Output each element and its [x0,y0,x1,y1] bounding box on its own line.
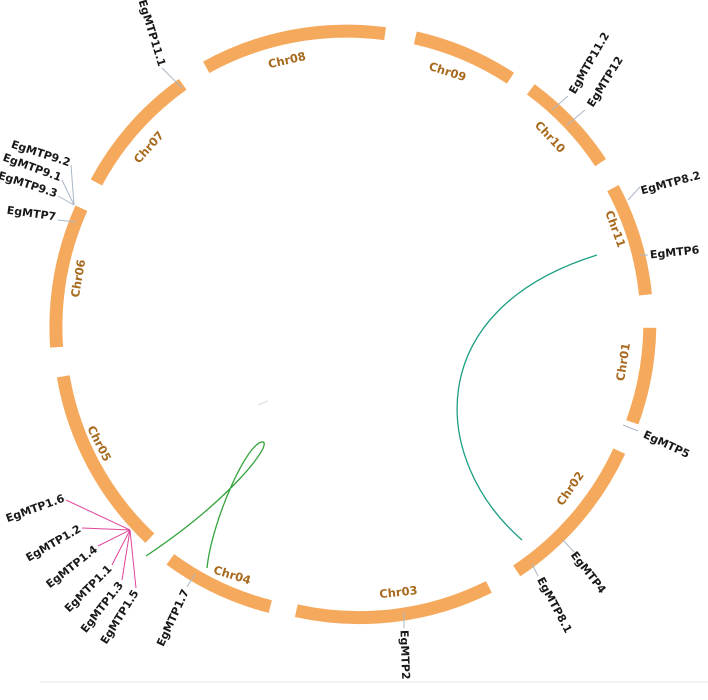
chromosome-label-chr09: Chr09 [427,59,468,84]
chromosome-arc-chr08 [203,24,386,73]
gene-label-mtp8-1: EgMTP8.1 [534,575,574,635]
chromosome-labels: Chr08 Chr09 Chr10 Chr11 Chr01 Chr02 Chr0… [68,49,633,601]
tandem-link-mtp1-4 [97,529,131,547]
gene-tick-mtp9-1 [61,179,75,206]
gene-label-mtp4: EgMTP4 [568,549,609,596]
gene-label-mtp2: EgMTP2 [398,630,413,680]
chromosome-arc-chr05 [56,375,155,543]
tandem-link-mtp1-5 [129,529,137,589]
tandem-link-mtp1-2 [81,527,131,531]
faint-mark [257,400,269,406]
gene-ticks [57,67,648,628]
tandem-link-mtp1-1 [111,529,131,566]
tandem-link-mtp1-3 [121,529,131,581]
gene-tick-mtp11-2 [551,95,569,111]
chromosome-arc-chr11 [607,185,652,296]
gene-tick-mtp5 [622,424,639,432]
chromosome-label-chr03: Chr03 [379,583,419,601]
gene-label-mtp5: EgMTP5 [641,428,691,461]
gene-tick-mtp1-7 [186,573,196,588]
duplication-links [145,254,598,569]
chromosome-arc-chr07 [90,79,187,186]
chromosome-arc-chr04 [166,554,272,613]
chromosome-arc-chr09 [413,31,515,84]
chromosome-label-chr01: Chr01 [613,342,633,382]
gene-label-mtp11-1: EgMTP11.1 [136,0,169,68]
gene-label-mtp1-7: EgMTP1.7 [154,587,192,648]
chromosome-arc-chr03 [294,581,492,624]
tandem-links-mtp1 [65,499,137,589]
gene-tick-mtp12 [566,109,586,126]
gene-tick-mtp9-2 [70,164,75,206]
gene-tick-mtp7 [57,219,77,223]
gene-tick-mtp8-2 [627,186,641,201]
gene-label-mtp7: EgMTP7 [6,204,57,224]
tandem-link-mtp1-6 [65,499,131,531]
gene-tick-mtp8-1 [531,563,539,577]
gene-tick-mtp11-1 [161,67,183,89]
segmental-link-chr05-chr04 [145,441,265,569]
gene-labels: EgMTP11.1 EgMTP11.2 EgMTP12 EgMTP8.2 EgM… [0,0,702,680]
chromosome-label-chr08: Chr08 [267,49,307,71]
gene-label-mtp6: EgMTP6 [649,243,700,261]
gene-label-mtp8-2: EgMTP8.2 [639,169,702,197]
gene-tick-mtp9-3 [57,195,75,206]
gene-tick-mtp4 [562,539,575,553]
gene-label-mtp1-6: EgMTP1.6 [4,492,66,525]
segmental-link-chr11-chr02 [456,254,598,541]
chromosome-label-chr06: Chr06 [68,258,88,298]
chromosome-arcs [49,24,657,624]
chromosome-arc-chr01 [626,327,657,425]
chromosome-arc-chr02 [513,448,626,577]
